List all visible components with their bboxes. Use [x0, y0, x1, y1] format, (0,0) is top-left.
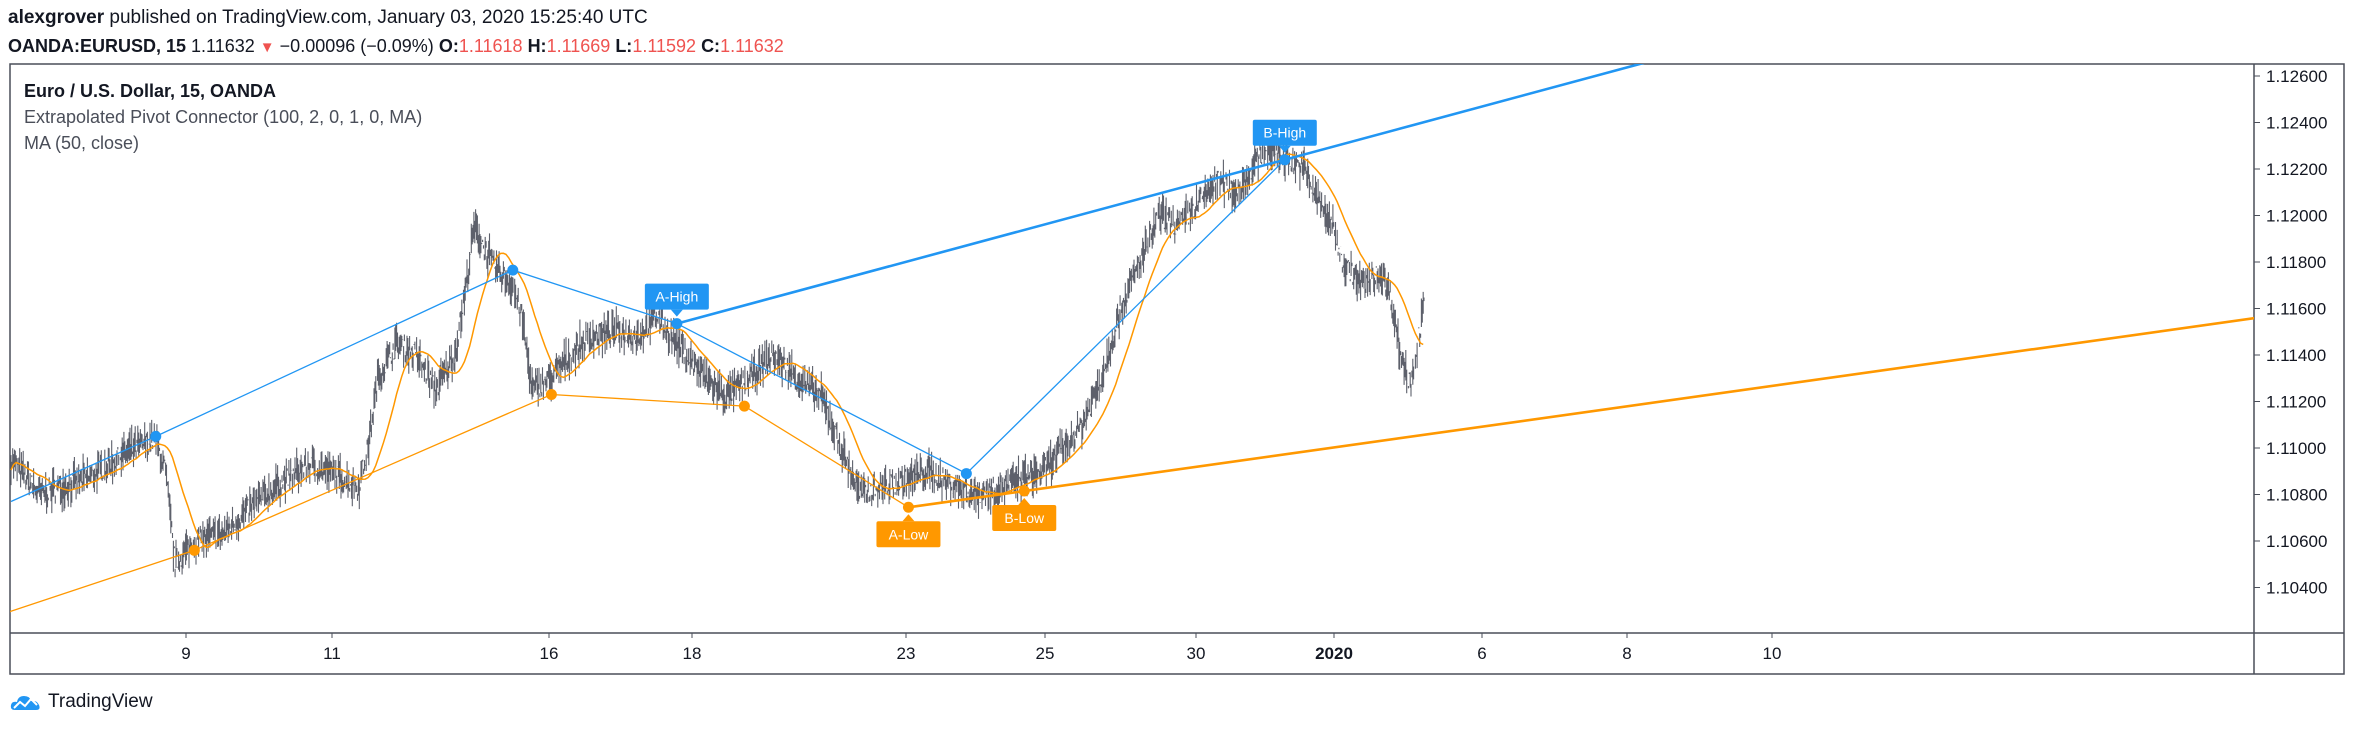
high-value: 1.11669: [546, 36, 611, 56]
low-label: L:: [615, 36, 633, 56]
pivot-low-dot: [902, 501, 914, 513]
price-series: [10, 125, 1425, 578]
x-tick-label: 6: [1477, 644, 1486, 663]
x-tick-label: 23: [897, 644, 916, 663]
author-name[interactable]: alexgrover: [8, 7, 105, 28]
ma-series: [10, 153, 1424, 549]
symbol-label: OANDA:EURUSD, 15: [8, 36, 187, 56]
label-box: [1252, 119, 1317, 146]
y-tick-label: 1.10600: [2266, 532, 2327, 551]
y-tick-label: 1.11800: [2266, 253, 2326, 272]
down-triangle-icon: ▼: [259, 39, 275, 56]
legend-indicator-pivot[interactable]: Extrapolated Pivot Connector (100, 2, 0,…: [24, 107, 423, 127]
tradingview-logo[interactable]: TradingView: [10, 691, 153, 713]
label-text: A-High: [655, 289, 698, 305]
publish-info: published on TradingView.com, January 03…: [109, 7, 648, 28]
pivot-connectors: [10, 64, 2254, 613]
label-text: B-Low: [1004, 510, 1045, 526]
x-tick-label: 8: [1622, 644, 1631, 663]
pivot-markers: [150, 154, 1291, 556]
pivot-high-dot: [671, 318, 683, 330]
label-pointer: [670, 309, 683, 317]
x-tick-label: 2020: [1315, 644, 1353, 663]
label-box: [876, 521, 941, 548]
pivot-high-connector: [10, 159, 1286, 503]
chart-legend: Euro / U.S. Dollar, 15, OANDA Extrapolat…: [24, 78, 422, 156]
pivot-labels: A-High B-High A-Low B-Low: [644, 119, 1317, 548]
chart-frame: [9, 63, 2345, 675]
label-pointer: [902, 514, 915, 522]
pivot-high-dot: [507, 264, 519, 276]
x-tick-label: 11: [323, 644, 341, 663]
x-axis[interactable]: 9 11 16 18 23 25 30 2020 6 8 10: [181, 633, 1781, 663]
pivot-label-a-low: A-Low: [876, 514, 941, 548]
y-tick-label: 1.11200: [2266, 393, 2326, 412]
open-value: 1.11618: [458, 36, 523, 56]
y-tick-label: 1.12000: [2266, 207, 2327, 226]
label-text: B-High: [1263, 125, 1306, 141]
x-tick-label: 10: [1763, 644, 1782, 663]
chart-header: alexgrover published on TradingView.com,…: [8, 6, 2348, 60]
pivot-label-b-low: B-Low: [992, 498, 1057, 532]
ohlc-line: OANDA:EURUSD, 15 1.11632 ▼ −0.00096 (−0.…: [8, 34, 2348, 60]
x-tick-label: 9: [181, 644, 190, 663]
low-value: 1.11592: [632, 36, 697, 56]
x-tick-label: 16: [540, 644, 559, 663]
brand-label: TradingView: [48, 691, 153, 712]
pivot-label-b-high: B-High: [1252, 119, 1317, 153]
y-tick-label: 1.11400: [2266, 346, 2326, 365]
cloud-logo-icon: [10, 696, 40, 710]
publish-line: alexgrover published on TradingView.com,…: [8, 6, 2348, 30]
close-label: C:: [701, 36, 721, 56]
price-change: −0.00096 (−0.09%): [279, 36, 434, 56]
close-value: 1.11632: [720, 36, 784, 56]
pivot-low-connector: [10, 393, 1025, 613]
price-candles: [10, 125, 1425, 578]
y-tick-label: 1.10400: [2266, 579, 2327, 598]
x-tick-label: 18: [683, 644, 702, 663]
pivot-high-dot: [960, 468, 972, 480]
label-pointer: [1018, 498, 1031, 506]
pivot-high-dot: [150, 430, 162, 442]
pivot-low-dot: [738, 400, 750, 412]
chart-border: [9, 63, 2345, 675]
y-tick-label: 1.11600: [2266, 300, 2326, 319]
y-tick-label: 1.10800: [2266, 486, 2327, 505]
pivot-high-dot: [1279, 154, 1291, 166]
label-box: [644, 283, 709, 310]
extrapolated-low-line: [908, 316, 2254, 509]
y-tick-label: 1.12600: [2266, 67, 2327, 86]
pivot-label-a-high: A-High: [644, 283, 709, 317]
pivot-low-dot: [188, 544, 200, 556]
pivot-low-dot: [1018, 485, 1030, 497]
y-tick-label: 1.12200: [2266, 160, 2327, 179]
y-tick-label: 1.11000: [2266, 439, 2326, 458]
legend-indicator-ma[interactable]: MA (50, close): [24, 133, 140, 153]
x-tick-label: 30: [1187, 644, 1206, 663]
extrapolated-high-line: [676, 64, 1645, 325]
y-tick-label: 1.12400: [2266, 114, 2327, 133]
high-label: H:: [527, 36, 547, 56]
pivot-low-dot: [545, 389, 557, 401]
x-tick-label: 25: [1036, 644, 1055, 663]
label-text: A-Low: [889, 526, 930, 542]
y-axis[interactable]: 1.12600 1.12400 1.12200 1.12000 1.11800 1.116…: [2254, 67, 2327, 598]
label-box: [992, 505, 1057, 532]
legend-series[interactable]: Euro / U.S. Dollar, 15, OANDA: [24, 81, 277, 101]
label-pointer: [1278, 145, 1291, 153]
open-label: O:: [438, 36, 459, 56]
last-price: 1.11632: [191, 36, 255, 56]
ma-line: [10, 153, 1424, 549]
